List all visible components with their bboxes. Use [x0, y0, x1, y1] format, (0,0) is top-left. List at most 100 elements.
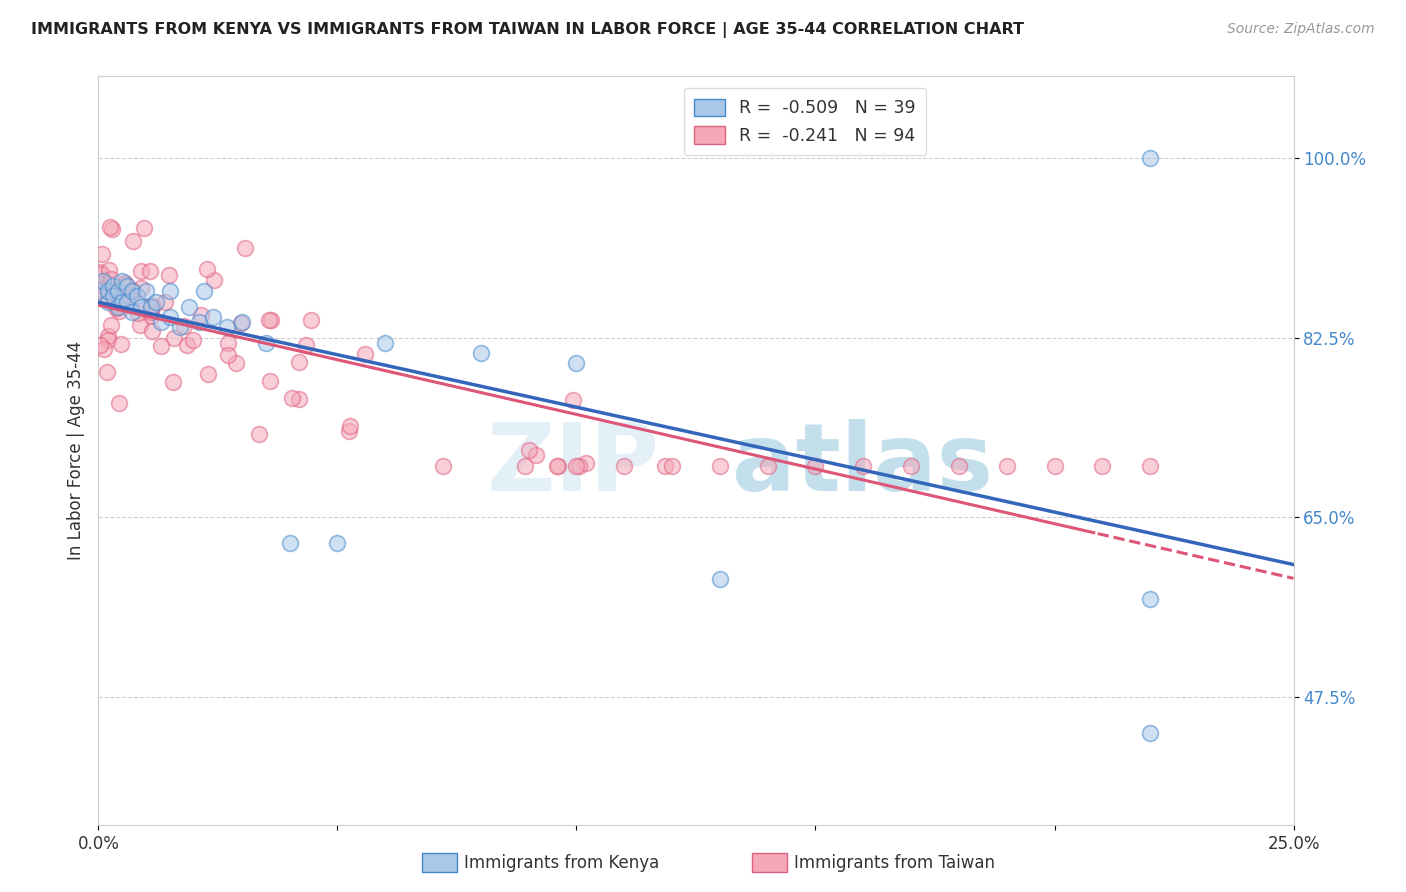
Point [568, 458, 591, 473]
Point [197, 367, 219, 381]
Point [513, 458, 536, 473]
Text: IMMIGRANTS FROM KENYA VS IMMIGRANTS FROM TAIWAN IN LABOR FORCE | AGE 35-44 CORRE: IMMIGRANTS FROM KENYA VS IMMIGRANTS FROM… [31, 22, 1024, 38]
Point [217, 348, 239, 362]
Point [90, 247, 112, 261]
Point [231, 315, 253, 329]
Point [374, 335, 396, 350]
Point [756, 458, 779, 473]
Point [139, 305, 162, 319]
Point [89, 265, 111, 279]
Point [561, 392, 583, 407]
Point [852, 458, 875, 473]
Point [149, 339, 172, 353]
Point [107, 297, 129, 311]
Point [139, 300, 162, 314]
Point [162, 375, 184, 389]
Point [135, 285, 157, 299]
Point [101, 222, 124, 236]
Point [193, 285, 215, 299]
Point [163, 331, 186, 345]
Point [709, 458, 731, 473]
Point [132, 221, 155, 235]
Point [654, 458, 676, 473]
Point [326, 536, 349, 550]
Point [142, 299, 165, 313]
Point [93, 342, 115, 356]
Point [339, 419, 361, 434]
Point [87, 285, 110, 299]
Point [176, 338, 198, 352]
Point [141, 324, 163, 338]
Point [1139, 458, 1161, 473]
Point [254, 335, 277, 350]
Point [179, 300, 201, 314]
Point [575, 456, 598, 470]
Point [547, 458, 569, 473]
Text: ZIP: ZIP [488, 419, 661, 511]
Point [169, 320, 191, 334]
Point [91, 277, 114, 291]
Point [100, 272, 122, 286]
Point [139, 299, 162, 313]
Point [1043, 458, 1066, 473]
Point [159, 310, 181, 324]
Point [115, 294, 138, 309]
Point [247, 427, 270, 442]
Point [108, 295, 131, 310]
Point [1139, 151, 1161, 165]
Point [299, 313, 322, 327]
Point [145, 294, 167, 309]
Point [114, 276, 136, 290]
Point [94, 282, 117, 296]
Point [89, 338, 111, 352]
Point [111, 294, 134, 309]
Point [139, 310, 162, 324]
Point [121, 285, 143, 299]
Point [128, 318, 150, 332]
Point [173, 319, 195, 334]
Point [90, 267, 112, 281]
Point [257, 312, 280, 326]
Point [97, 333, 120, 347]
Point [613, 458, 636, 473]
Point [546, 458, 568, 473]
Point [233, 241, 256, 255]
Point [121, 283, 143, 297]
Point [125, 289, 148, 303]
Point [260, 313, 283, 327]
Point [524, 448, 547, 462]
Point [107, 285, 129, 299]
Point [948, 458, 970, 473]
Point [432, 458, 454, 473]
Point [337, 424, 360, 438]
Point [281, 391, 304, 405]
Legend: R =  -0.509   N = 39, R =  -0.241   N = 94: R = -0.509 N = 39, R = -0.241 N = 94 [683, 88, 927, 155]
Y-axis label: In Labor Force | Age 35-44: In Labor Force | Age 35-44 [66, 341, 84, 560]
Text: Source: ZipAtlas.com: Source: ZipAtlas.com [1227, 22, 1375, 37]
Text: atlas: atlas [733, 419, 993, 511]
Point [153, 295, 176, 310]
Point [225, 356, 247, 370]
Point [149, 315, 172, 329]
Point [195, 262, 218, 277]
Point [93, 289, 115, 303]
Point [1091, 458, 1114, 473]
Point [278, 536, 301, 550]
Point [122, 234, 145, 248]
Point [288, 392, 311, 406]
Point [139, 264, 162, 278]
Point [1139, 592, 1161, 607]
Point [470, 346, 492, 360]
Point [995, 458, 1018, 473]
Point [565, 356, 588, 370]
Point [709, 572, 731, 586]
Point [202, 310, 225, 324]
Point [90, 282, 112, 296]
Point [98, 285, 121, 300]
Point [97, 285, 120, 299]
Point [288, 354, 311, 368]
Point [120, 290, 142, 304]
Point [229, 316, 252, 330]
Point [127, 306, 149, 320]
Point [96, 365, 118, 379]
